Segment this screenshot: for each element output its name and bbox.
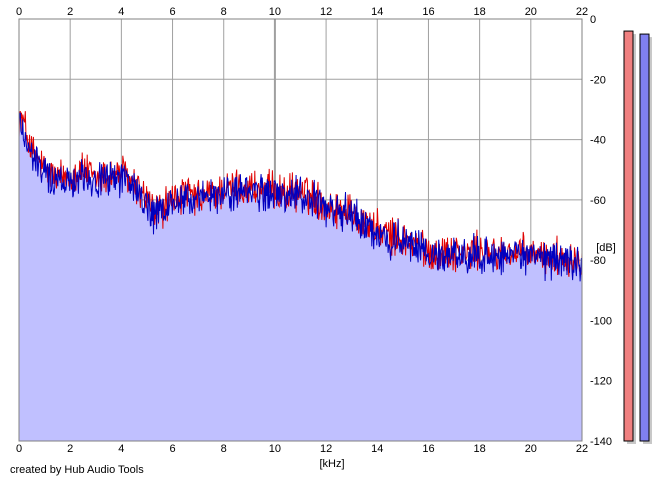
level-meter-right xyxy=(639,33,650,442)
x-tick-label-bottom: 6 xyxy=(169,443,175,455)
x-tick-label-bottom: 0 xyxy=(16,443,22,455)
y-tick-label: -120 xyxy=(590,376,612,388)
y-tick-label: -60 xyxy=(590,195,606,207)
level-meters xyxy=(623,30,652,445)
x-tick-label-top: 16 xyxy=(422,6,434,18)
x-tick-label-top: 2 xyxy=(67,6,73,18)
x-tick-label-top: 6 xyxy=(169,6,175,18)
x-tick-label-bottom: 12 xyxy=(320,443,332,455)
x-tick-label-bottom: 10 xyxy=(269,443,281,455)
x-tick-label-top: 22 xyxy=(576,6,588,18)
x-tick-label-bottom: 2 xyxy=(67,443,73,455)
x-tick-label-bottom: 18 xyxy=(474,443,486,455)
credit-text: created by Hub Audio Tools xyxy=(10,464,144,476)
series-line-blue xyxy=(18,112,583,282)
x-tick-label-bottom: 20 xyxy=(525,443,537,455)
x-tick-label-top: 14 xyxy=(371,6,383,18)
plot-border xyxy=(18,18,583,442)
x-tick-label-bottom: 14 xyxy=(371,443,383,455)
y-tick-label: -80 xyxy=(590,255,606,267)
y-tick-label: -40 xyxy=(590,135,606,147)
x-tick-label-bottom: 4 xyxy=(118,443,124,455)
x-tick-label-top: 18 xyxy=(474,6,486,18)
level-meter-left xyxy=(623,30,634,442)
x-tick-label-bottom: 8 xyxy=(221,443,227,455)
y-tick-label: -140 xyxy=(590,436,612,448)
x-tick-label-bottom: 16 xyxy=(422,443,434,455)
y-tick-label: -100 xyxy=(590,315,612,327)
x-tick-label-top: 0 xyxy=(16,6,22,18)
x-tick-label-top: 12 xyxy=(320,6,332,18)
x-tick-label-top: 20 xyxy=(525,6,537,18)
y-tick-labels: 0 -20 -40 -60 -80 -100 -120 -140 xyxy=(590,14,612,448)
x-tick-labels-bottom: 0 2 4 6 8 10 12 14 16 18 20 22 xyxy=(16,443,588,455)
spectrum-area xyxy=(19,112,582,442)
x-tick-label-bottom: 22 xyxy=(576,443,588,455)
y-axis-label: [dB] xyxy=(596,242,616,254)
y-tick-label: 0 xyxy=(590,14,596,26)
x-axis-label: [kHz] xyxy=(319,458,344,470)
x-tick-label-top: 4 xyxy=(118,6,124,18)
x-tick-label-top: 8 xyxy=(221,6,227,18)
y-tick-label: -20 xyxy=(590,74,606,86)
x-tick-labels-top: 0 2 4 6 8 10 12 14 16 18 20 22 xyxy=(16,6,588,18)
x-tick-label-top: 10 xyxy=(269,6,281,18)
